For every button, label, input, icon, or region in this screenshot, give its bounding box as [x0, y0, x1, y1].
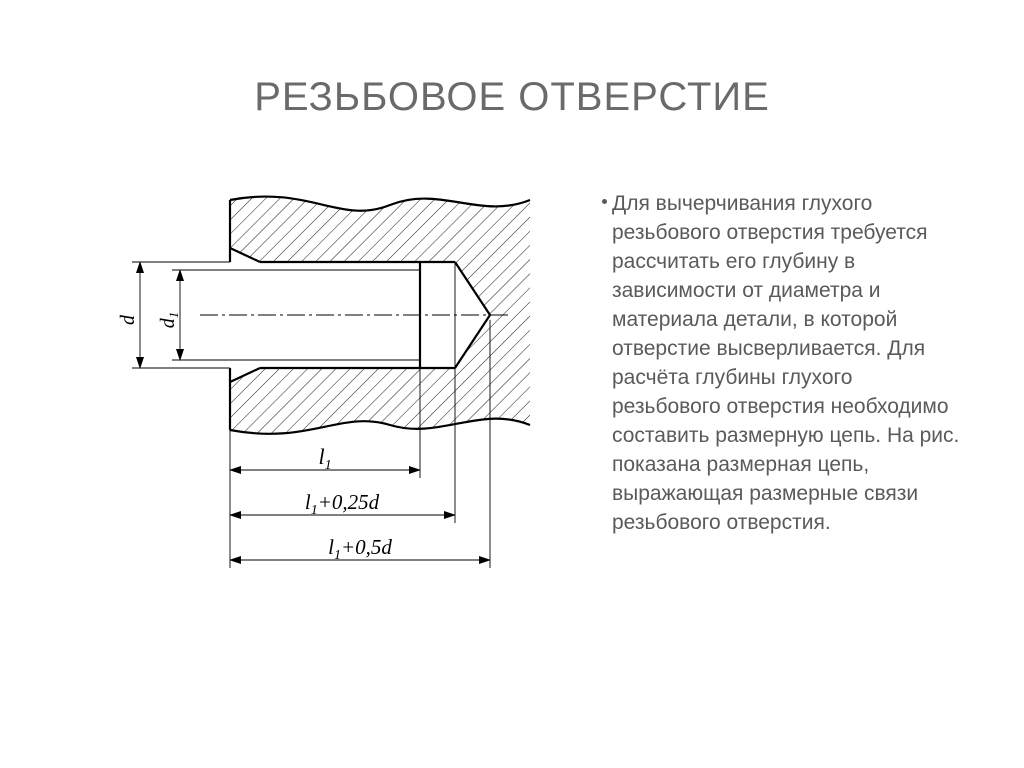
- threaded-hole-diagram: d d1 l1 l1+0,25d l1+0,5d: [110, 170, 590, 610]
- label-dim3: l1+0,5d: [328, 535, 392, 563]
- label-l1: l1: [318, 444, 331, 473]
- page-title: РЕЗЬБОВОЕ ОТВЕРСТИЕ: [0, 75, 1024, 120]
- bullet-icon: [602, 199, 607, 204]
- label-d1: d1: [157, 312, 181, 329]
- label-dim2: l1+0,25d: [305, 490, 380, 518]
- label-d: d: [117, 314, 139, 325]
- description-text: Для вычерчивания глухого резьбового отве…: [612, 190, 962, 538]
